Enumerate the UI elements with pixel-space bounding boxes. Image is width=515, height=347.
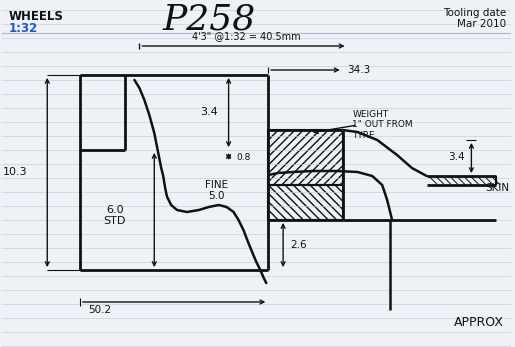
Text: 10.3: 10.3 xyxy=(3,167,28,177)
Text: APPROX: APPROX xyxy=(454,315,504,329)
Text: 6.0: 6.0 xyxy=(106,205,124,215)
Text: STD: STD xyxy=(104,216,126,226)
Text: 3.4: 3.4 xyxy=(448,152,465,162)
Text: WEIGHT
1" OUT FROM
TYRE: WEIGHT 1" OUT FROM TYRE xyxy=(352,110,413,140)
Text: 50.2: 50.2 xyxy=(88,305,111,315)
Text: 0.8: 0.8 xyxy=(236,152,251,161)
Text: WHEELS: WHEELS xyxy=(9,10,63,23)
Text: 4'3" @1:32 = 40.5mm: 4'3" @1:32 = 40.5mm xyxy=(192,31,301,41)
Text: P258: P258 xyxy=(162,2,255,36)
Text: 1:32: 1:32 xyxy=(9,22,38,35)
Text: Tooling date: Tooling date xyxy=(443,8,506,18)
Text: 2.6: 2.6 xyxy=(290,240,306,250)
Text: Mar 2010: Mar 2010 xyxy=(457,19,506,29)
Text: 3.4: 3.4 xyxy=(200,107,218,117)
Text: 34.3: 34.3 xyxy=(348,65,371,75)
Text: FINE: FINE xyxy=(205,180,228,190)
Text: SKIN: SKIN xyxy=(485,183,509,193)
Text: 5.0: 5.0 xyxy=(209,191,225,201)
